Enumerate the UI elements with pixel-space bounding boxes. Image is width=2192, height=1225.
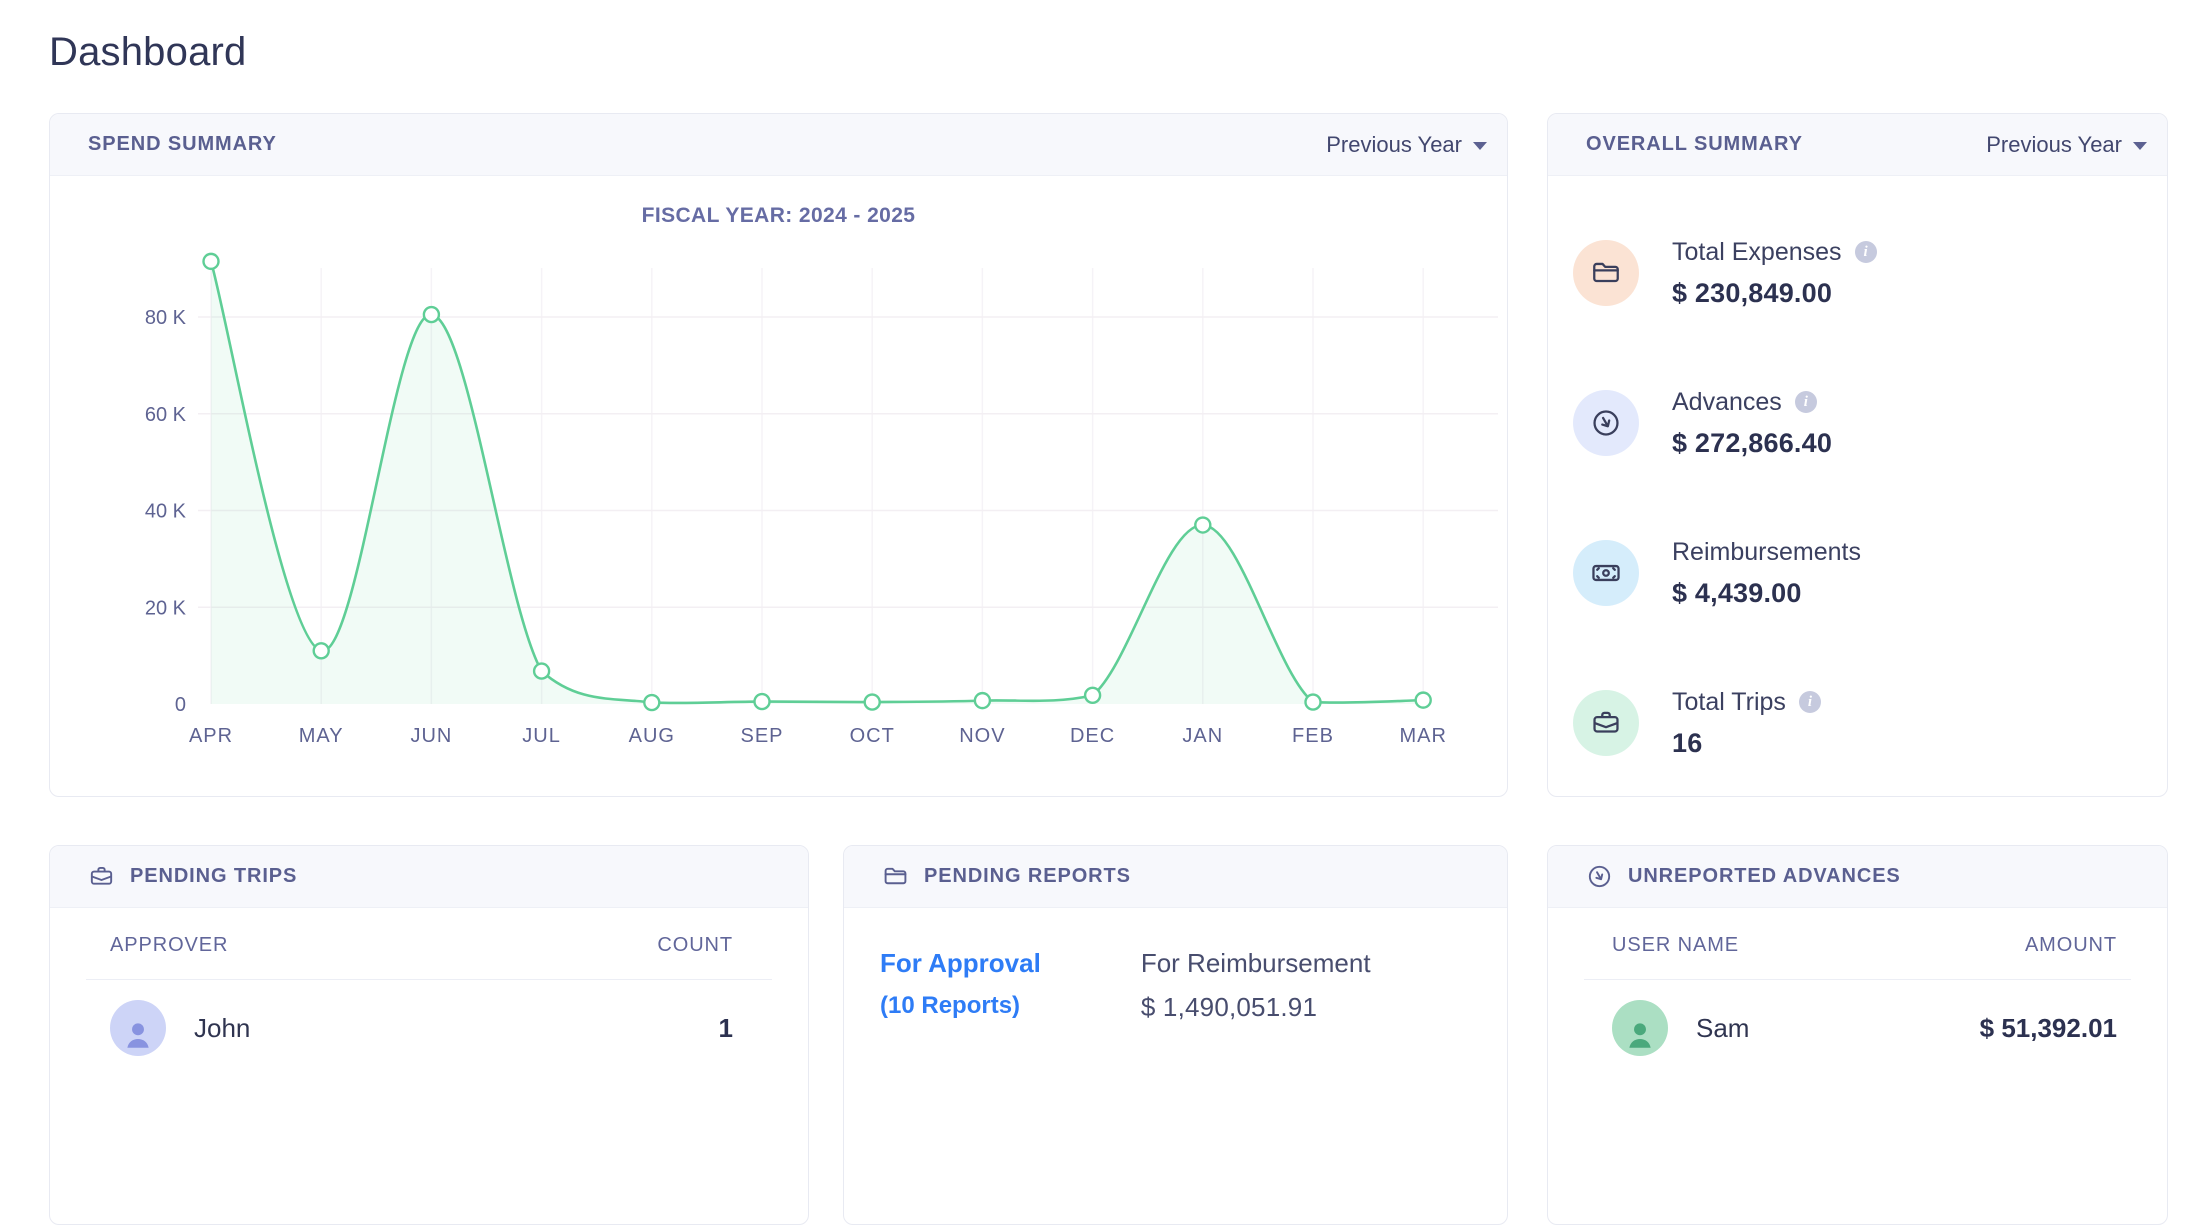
summary-item: Reimbursements i $ 4,439.00 bbox=[1573, 498, 2167, 648]
column-header-count: COUNT bbox=[657, 934, 733, 956]
person-name: John bbox=[194, 1012, 251, 1043]
avatar bbox=[110, 1000, 166, 1056]
pending-trips-header: PENDING TRIPS bbox=[50, 846, 808, 908]
summary-item: Total Trips i 16 bbox=[1573, 648, 2167, 796]
column-header-amount: AMOUNT bbox=[2024, 934, 2117, 956]
overall-summary-body: Total Expenses i $ 230,849.00 Advances i… bbox=[1548, 176, 2167, 796]
spend-summary-card: SPEND SUMMARY Previous Year FISCAL YEAR:… bbox=[49, 113, 1508, 797]
pending-reports-card: PENDING REPORTS For Approval (10 Reports… bbox=[843, 845, 1508, 1225]
svg-text:AUG: AUG bbox=[629, 725, 675, 747]
svg-text:JUN: JUN bbox=[410, 725, 452, 747]
divider bbox=[86, 979, 772, 980]
overall-period-label: Previous Year bbox=[1986, 131, 2122, 157]
clock-arrow-icon bbox=[1573, 390, 1639, 456]
spend-period-label: Previous Year bbox=[1326, 131, 1462, 157]
svg-text:JAN: JAN bbox=[1182, 725, 1223, 747]
spend-chart: 0 20 K 40 K 60 K 80 K APR MAY JUN JUL AUG SEP OCT NO… bbox=[145, 252, 1498, 747]
for-reimbursement-label: For Reimbursement bbox=[1140, 948, 1371, 978]
svg-text:20 K: 20 K bbox=[145, 597, 187, 619]
column-header-approver: APPROVER bbox=[110, 934, 229, 956]
chevron-down-icon bbox=[2133, 142, 2147, 150]
summary-item-value: $ 230,849.00 bbox=[1672, 277, 1833, 308]
folder-icon bbox=[882, 863, 909, 890]
svg-text:80 K: 80 K bbox=[145, 307, 187, 329]
summary-item-value: $ 272,866.40 bbox=[1672, 427, 1833, 458]
banknote-icon bbox=[1573, 540, 1639, 606]
top-row: SPEND SUMMARY Previous Year FISCAL YEAR:… bbox=[49, 113, 2168, 797]
info-icon[interactable]: i bbox=[1794, 391, 1817, 413]
pending-trips-title: PENDING TRIPS bbox=[130, 865, 298, 887]
chart-title: FISCAL YEAR: 2024 - 2025 bbox=[641, 204, 916, 227]
divider bbox=[1584, 979, 2131, 980]
overall-period-selector[interactable]: Previous Year bbox=[1986, 132, 2147, 158]
summary-item: Total Expenses i $ 230,849.00 bbox=[1573, 198, 2167, 348]
for-approval-label[interactable]: For Approval bbox=[880, 948, 1041, 978]
page-title: Dashboard bbox=[49, 30, 247, 74]
chart-area: 0 20 K 40 K 60 K 80 K APR MAY JUN JUL AUG SEP OCT NO… bbox=[50, 234, 1507, 759]
svg-text:SEP: SEP bbox=[740, 725, 783, 747]
table-row[interactable]: John 1 bbox=[50, 980, 808, 1056]
for-reimbursement-block[interactable]: For Reimbursement $ 1,490,051.91 bbox=[1141, 948, 1371, 1023]
svg-text:DEC: DEC bbox=[1070, 725, 1115, 747]
pending-reports-header: PENDING REPORTS bbox=[844, 846, 1507, 908]
info-icon[interactable]: i bbox=[1798, 691, 1821, 713]
person-name: Sam bbox=[1696, 1012, 1750, 1043]
for-approval-count[interactable]: (10 Reports) bbox=[880, 992, 1021, 1019]
svg-text:NOV: NOV bbox=[959, 725, 1005, 747]
unreported-advances-title: UNREPORTED ADVANCES bbox=[1628, 865, 1901, 887]
pending-reports-body: For Approval (10 Reports) For Reimbursem… bbox=[844, 908, 1507, 1023]
svg-text:MAY: MAY bbox=[299, 725, 344, 747]
summary-item-value: $ 4,439.00 bbox=[1672, 577, 1802, 608]
svg-text:0: 0 bbox=[175, 694, 186, 716]
unreported-advances-header: UNREPORTED ADVANCES bbox=[1548, 846, 2167, 908]
briefcase-icon bbox=[88, 863, 115, 890]
summary-item: Advances i $ 272,866.40 bbox=[1573, 348, 2167, 498]
avatar bbox=[1612, 1000, 1668, 1056]
svg-text:APR: APR bbox=[189, 725, 233, 747]
unreported-advances-table-head: USER NAME AMOUNT bbox=[1548, 908, 2167, 957]
summary-item-label: Advances bbox=[1672, 387, 1782, 416]
row-value: 1 bbox=[718, 1012, 733, 1043]
overall-summary-header: OVERALL SUMMARY Previous Year bbox=[1548, 114, 2167, 176]
bottom-row: PENDING TRIPS APPROVER COUNT John 1 PEND… bbox=[49, 845, 2168, 1225]
spend-summary-title: SPEND SUMMARY bbox=[88, 133, 277, 155]
for-reimbursement-value: $ 1,490,051.91 bbox=[1140, 992, 1318, 1022]
table-row[interactable]: Sam $ 51,392.01 bbox=[1548, 980, 2167, 1056]
pending-trips-table-head: APPROVER COUNT bbox=[50, 908, 808, 957]
summary-item-label: Reimbursements bbox=[1672, 537, 1861, 566]
summary-item-label: Total Trips bbox=[1672, 687, 1786, 716]
svg-text:60 K: 60 K bbox=[145, 404, 187, 426]
overall-summary-title: OVERALL SUMMARY bbox=[1586, 133, 1803, 155]
svg-text:MAR: MAR bbox=[1399, 725, 1446, 747]
pending-trips-card: PENDING TRIPS APPROVER COUNT John 1 bbox=[49, 845, 809, 1225]
pending-trips-rows: John 1 bbox=[50, 980, 808, 1056]
folder-icon bbox=[1573, 240, 1639, 306]
svg-text:40 K: 40 K bbox=[145, 501, 187, 523]
unreported-advances-rows: Sam $ 51,392.01 bbox=[1548, 980, 2167, 1056]
briefcase-icon bbox=[1573, 690, 1639, 756]
spend-summary-header: SPEND SUMMARY Previous Year bbox=[50, 114, 1507, 176]
summary-item-label: Total Expenses bbox=[1672, 237, 1842, 266]
pending-reports-title: PENDING REPORTS bbox=[924, 865, 1131, 887]
for-approval-link[interactable]: For Approval (10 Reports) bbox=[880, 948, 1041, 1023]
svg-text:OCT: OCT bbox=[850, 725, 895, 747]
overall-summary-card: OVERALL SUMMARY Previous Year Total Expe… bbox=[1547, 113, 2168, 797]
unreported-advances-card: UNREPORTED ADVANCES USER NAME AMOUNT Sam… bbox=[1547, 845, 2168, 1225]
info-icon[interactable]: i bbox=[1854, 241, 1877, 263]
summary-item-value: 16 bbox=[1672, 727, 1703, 758]
row-value: $ 51,392.01 bbox=[1979, 1012, 2117, 1043]
svg-text:FEB: FEB bbox=[1292, 725, 1334, 747]
svg-text:JUL: JUL bbox=[522, 725, 561, 747]
column-header-user-name: USER NAME bbox=[1612, 934, 1740, 956]
chevron-down-icon bbox=[1473, 142, 1487, 150]
spend-period-selector[interactable]: Previous Year bbox=[1326, 132, 1487, 158]
clock-arrow-icon bbox=[1586, 863, 1613, 890]
